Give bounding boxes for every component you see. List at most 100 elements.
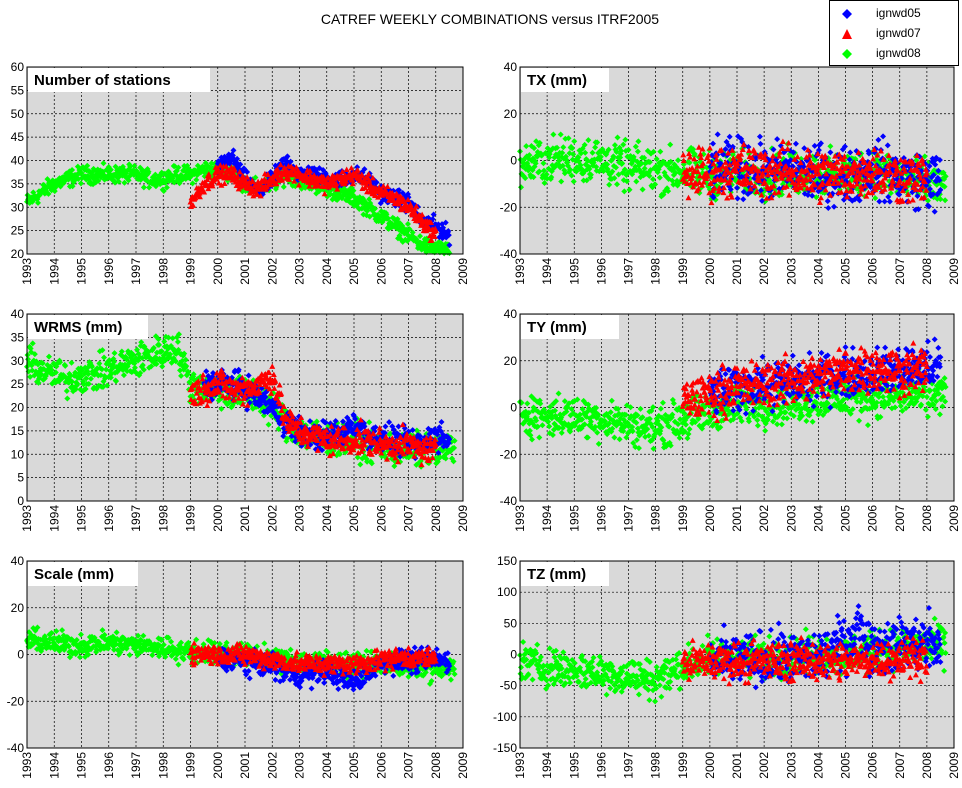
data-point bbox=[371, 205, 378, 212]
x-tick-label: 1994 bbox=[47, 258, 61, 285]
x-tick-label: 2004 bbox=[811, 258, 825, 285]
x-tick-label: 2000 bbox=[211, 505, 225, 532]
data-point bbox=[404, 221, 411, 228]
data-point bbox=[127, 163, 134, 170]
x-tick-label: 2005 bbox=[839, 258, 853, 285]
data-point bbox=[121, 179, 128, 186]
x-tick-label: 2002 bbox=[265, 505, 279, 532]
x-tick-label: 2003 bbox=[784, 258, 798, 285]
y-tick-label: 35 bbox=[11, 177, 25, 191]
x-tick-label: 1993 bbox=[20, 258, 34, 285]
x-tick-label: 2005 bbox=[347, 505, 361, 532]
x-tick-label: 2000 bbox=[211, 258, 225, 285]
data-point bbox=[234, 155, 241, 162]
x-tick-label: 1993 bbox=[513, 258, 527, 285]
x-tick-label: 2004 bbox=[320, 258, 334, 285]
x-tick-label: 2000 bbox=[703, 258, 717, 285]
x-tick-label: 1994 bbox=[47, 505, 61, 532]
x-tick-label: 2001 bbox=[238, 258, 252, 285]
x-tick-label: 1999 bbox=[184, 505, 198, 532]
x-tick-label: 2008 bbox=[429, 258, 443, 285]
x-tick-label: 2007 bbox=[402, 258, 416, 285]
y-tick-label: 55 bbox=[11, 83, 25, 97]
x-tick-label: 2001 bbox=[238, 505, 252, 532]
data-point bbox=[35, 199, 42, 206]
x-tick-label: 2008 bbox=[429, 505, 443, 532]
chart-panel-1: 1993 1994 1995 1996 1997 1998 1999 2000 2001 2002… bbox=[11, 60, 470, 285]
data-point bbox=[385, 215, 392, 222]
y-tick-label: 35 bbox=[11, 330, 25, 344]
x-tick-label: 2006 bbox=[866, 258, 880, 285]
x-tick-label: 1995 bbox=[75, 505, 89, 532]
data-point bbox=[100, 160, 107, 167]
diamond-marker-icon bbox=[842, 9, 852, 19]
y-tick-label: 0 bbox=[17, 494, 24, 508]
x-tick-label: 1997 bbox=[622, 258, 636, 285]
legend-item-ignwd08: ignwd08 bbox=[830, 44, 958, 64]
legend-label: ignwd05 bbox=[876, 6, 921, 20]
chart-panel-2: 1993 1994 1995 1996 1997 1998 1999 2000 2001 2002… bbox=[500, 60, 961, 285]
x-tick-label: 2003 bbox=[293, 258, 307, 285]
y-tick-label: 40 bbox=[11, 154, 25, 168]
y-tick-label: 20 bbox=[504, 107, 518, 121]
data-point bbox=[45, 190, 52, 197]
x-tick-label: 2003 bbox=[293, 505, 307, 532]
x-tick-label: 1993 bbox=[20, 505, 34, 532]
x-tick-label: 1998 bbox=[156, 258, 170, 285]
x-tick-label: 2004 bbox=[320, 505, 334, 532]
data-point bbox=[131, 162, 138, 169]
data-point bbox=[287, 158, 294, 165]
x-tick-label: 2006 bbox=[374, 505, 388, 532]
data-point bbox=[446, 250, 453, 257]
data-point bbox=[140, 184, 147, 191]
x-tick-label: 1996 bbox=[102, 505, 116, 532]
data-point bbox=[146, 184, 153, 191]
data-point bbox=[237, 161, 244, 168]
y-tick-label: 5 bbox=[17, 471, 24, 485]
legend: ignwd05 ignwd07 ignwd08 bbox=[829, 0, 959, 66]
data-point bbox=[26, 200, 33, 207]
x-tick-label: 1995 bbox=[75, 258, 89, 285]
y-tick-label: 0 bbox=[510, 154, 517, 168]
data-point bbox=[354, 164, 361, 171]
x-tick-label: 2008 bbox=[920, 258, 934, 285]
legend-label: ignwd07 bbox=[876, 26, 921, 40]
x-tick-label: 1995 bbox=[567, 258, 581, 285]
data-point bbox=[163, 184, 170, 191]
x-tick-label: 2002 bbox=[757, 258, 771, 285]
x-tick-label: 2005 bbox=[347, 258, 361, 285]
legend-item-ignwd07: ignwd07 bbox=[830, 24, 958, 44]
series-ignwd08 bbox=[24, 159, 453, 257]
data-point bbox=[244, 169, 251, 176]
y-tick-label: 30 bbox=[11, 200, 25, 214]
y-tick-label: 30 bbox=[11, 354, 25, 368]
x-tick-label: 2009 bbox=[456, 505, 470, 532]
data-point bbox=[115, 178, 122, 185]
y-tick-label: 50 bbox=[11, 107, 25, 121]
legend-item-ignwd05: ignwd05 bbox=[830, 4, 958, 24]
x-tick-label: 1998 bbox=[156, 505, 170, 532]
y-tick-label: 20 bbox=[11, 247, 25, 261]
diamond-marker-icon bbox=[842, 49, 852, 59]
data-point bbox=[284, 153, 291, 160]
y-tick-label: -20 bbox=[500, 200, 518, 214]
panel-title: TX (mm) bbox=[527, 72, 587, 89]
x-tick-label: 1994 bbox=[540, 258, 554, 285]
data-point bbox=[160, 187, 167, 194]
x-tick-label: 1997 bbox=[129, 505, 143, 532]
y-tick-label: 20 bbox=[11, 401, 25, 415]
triangle-marker-icon bbox=[842, 29, 852, 39]
x-tick-label: 2009 bbox=[947, 258, 961, 285]
data-point bbox=[252, 174, 259, 181]
data-point bbox=[225, 151, 232, 158]
x-tick-label: 1996 bbox=[594, 258, 608, 285]
x-tick-label: 2006 bbox=[374, 258, 388, 285]
data-point bbox=[84, 162, 91, 169]
y-tick-label: 10 bbox=[11, 447, 25, 461]
y-tick-label: 25 bbox=[11, 224, 25, 238]
x-tick-label: 1999 bbox=[184, 258, 198, 285]
x-tick-label: 2002 bbox=[265, 258, 279, 285]
data-point bbox=[409, 229, 416, 236]
data-point bbox=[193, 176, 200, 183]
